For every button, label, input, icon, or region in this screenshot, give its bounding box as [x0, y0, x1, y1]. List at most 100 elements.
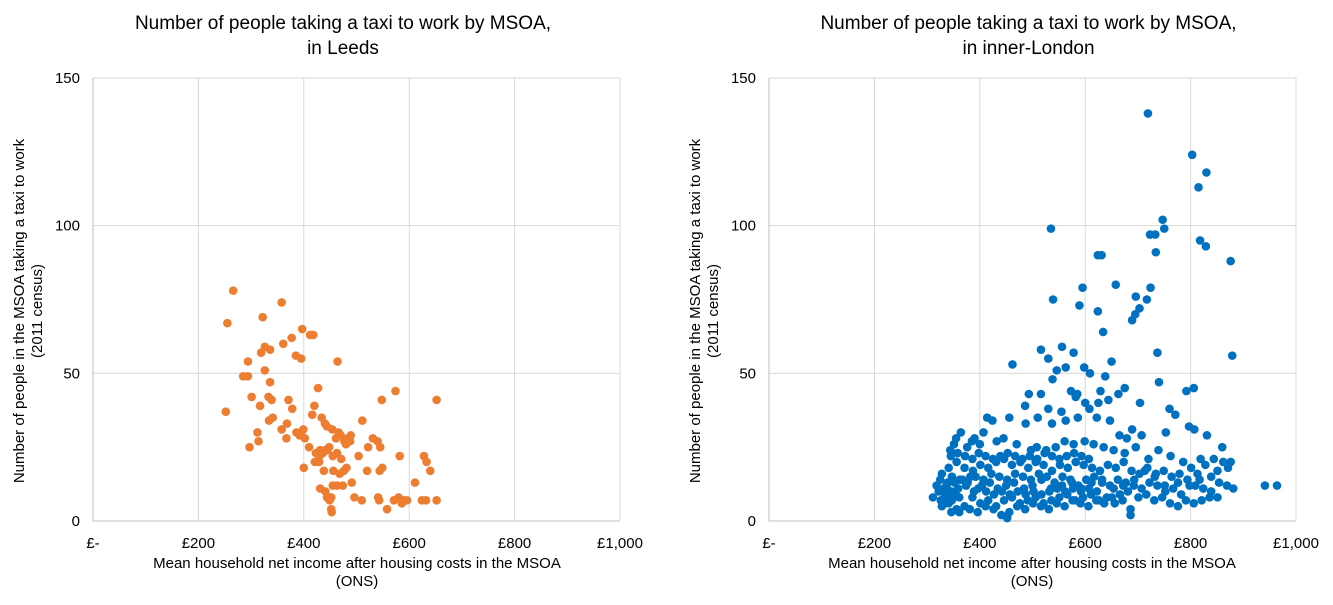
data-point [1145, 478, 1154, 487]
data-point [1008, 360, 1017, 369]
data-point [363, 442, 373, 452]
data-point [1119, 457, 1128, 467]
data-point [1036, 501, 1046, 511]
data-point [960, 451, 970, 461]
data-point [1195, 236, 1205, 245]
data-point [1069, 448, 1079, 458]
data-point [981, 501, 990, 511]
x-tick-label: £200 [858, 535, 891, 552]
data-point [1206, 472, 1216, 482]
data-point [1143, 463, 1152, 473]
data-point [1226, 457, 1235, 467]
data-point [968, 454, 977, 464]
data-point [1272, 481, 1282, 490]
data-point [258, 312, 267, 322]
data-point [1131, 442, 1141, 452]
data-point [1111, 280, 1121, 290]
data-point [354, 451, 363, 461]
data-point [1039, 460, 1048, 470]
data-point [402, 496, 412, 505]
chart-title-line2: in inner-London [962, 38, 1095, 59]
data-point [1078, 283, 1087, 292]
data-point [1047, 419, 1057, 428]
data-point [1107, 493, 1117, 502]
data-point [1153, 481, 1162, 490]
data-point [1087, 463, 1097, 473]
data-point [1002, 475, 1012, 484]
data-point [265, 377, 275, 387]
data-point [956, 428, 966, 437]
data-point [1146, 283, 1155, 292]
data-point [989, 490, 999, 499]
data-point [953, 448, 962, 458]
data-point [1150, 230, 1160, 239]
data-point [966, 472, 975, 482]
data-point [277, 298, 286, 307]
y-tick-label: 0 [72, 513, 80, 530]
x-tick-label: £600 [1069, 535, 1102, 552]
data-point [1135, 469, 1144, 479]
data-point [989, 504, 998, 514]
data-point [357, 416, 367, 425]
data-point [997, 487, 1007, 496]
data-point [1127, 466, 1136, 476]
data-point [1047, 451, 1057, 461]
data-point [1032, 454, 1042, 464]
data-point [1005, 413, 1014, 422]
data-point [1066, 475, 1075, 484]
data-point [1129, 481, 1138, 490]
data-point [310, 401, 319, 411]
data-point [1097, 478, 1107, 487]
x-axis-title-line2: (ONS) [335, 573, 379, 590]
data-point [1226, 256, 1235, 266]
data-point [255, 401, 265, 411]
data-point [1151, 469, 1161, 479]
data-point [296, 428, 306, 437]
data-point [1127, 425, 1137, 434]
data-point [377, 395, 387, 405]
data-point [335, 469, 344, 479]
data-point [958, 475, 967, 484]
data-point [1201, 242, 1211, 251]
data-point [1036, 345, 1046, 355]
data-point [1079, 460, 1088, 470]
data-point [247, 392, 256, 402]
data-point [1100, 371, 1110, 381]
data-point [1159, 224, 1169, 233]
x-axis-title-line2: (ONS) [1010, 573, 1054, 590]
data-point [944, 463, 954, 473]
data-point [1012, 501, 1022, 511]
data-point [1018, 454, 1027, 464]
data-point [1048, 295, 1058, 304]
data-point [1081, 475, 1091, 484]
data-point [1084, 454, 1094, 464]
y-tick-label: 50 [63, 365, 80, 382]
data-point [1052, 366, 1062, 375]
data-point [1134, 493, 1143, 502]
data-point [1189, 425, 1199, 434]
data-point [1007, 460, 1017, 470]
data-point [1071, 392, 1081, 402]
x-axis-title-line1: Mean household net income after housing … [153, 555, 561, 572]
data-point [988, 416, 997, 425]
data-point [1107, 357, 1116, 366]
data-point [1024, 389, 1034, 399]
data-point [243, 371, 253, 381]
data-point [1061, 416, 1071, 425]
x-tick-label: £800 [1174, 535, 1207, 552]
data-point [996, 451, 1005, 461]
data-point [1057, 407, 1066, 417]
data-point [1080, 436, 1089, 446]
data-point [1096, 386, 1105, 396]
data-point [947, 507, 956, 517]
data-point [1151, 247, 1161, 257]
x-tick-label: £600 [393, 535, 426, 552]
data-point [975, 439, 985, 449]
data-point [1009, 478, 1019, 487]
data-point [1115, 431, 1124, 440]
data-point [1109, 445, 1118, 455]
data-point [1058, 472, 1067, 482]
data-point [282, 419, 292, 428]
data-point [1055, 454, 1064, 464]
data-point [1085, 369, 1095, 378]
